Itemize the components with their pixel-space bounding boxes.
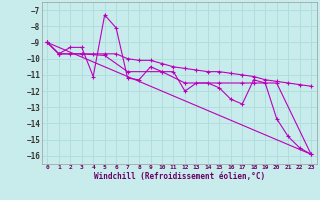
X-axis label: Windchill (Refroidissement éolien,°C): Windchill (Refroidissement éolien,°C) (94, 172, 265, 181)
